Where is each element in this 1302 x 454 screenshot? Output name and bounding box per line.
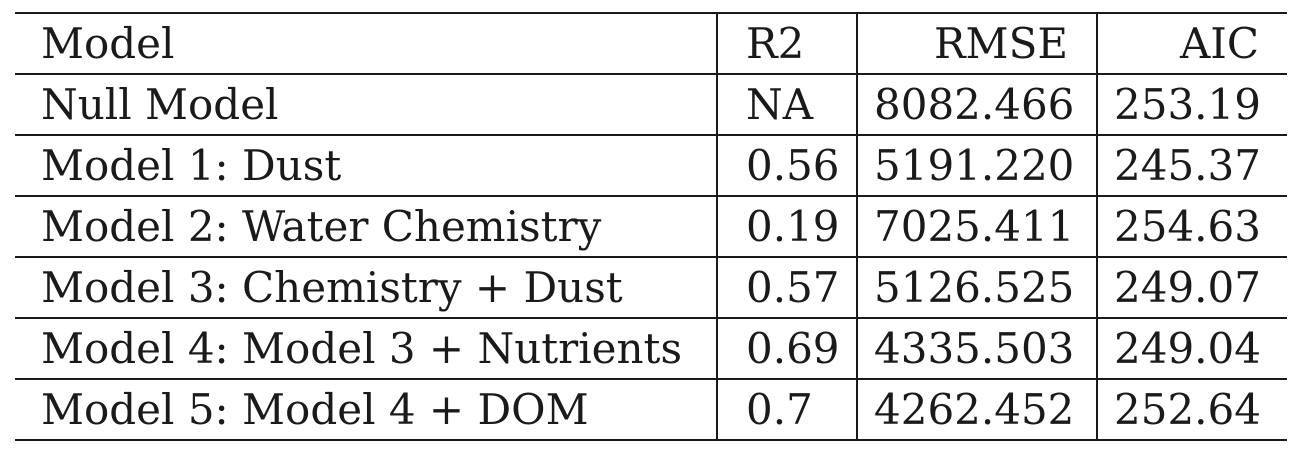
header-model: Model <box>15 12 717 75</box>
cell-aic: 252.64 <box>1096 378 1287 441</box>
table-header-row: Model R2 RMSE AIC <box>15 12 1287 75</box>
cell-aic: 249.04 <box>1096 317 1287 380</box>
cell-aic: 245.37 <box>1096 134 1287 197</box>
cell-model: Model 2: Water Chemistry <box>15 195 717 258</box>
cell-r2: 0.57 <box>716 256 857 319</box>
table-row: Model 5: Model 4 + DOM 0.7 4262.452 252.… <box>15 378 1287 441</box>
cell-model: Model 1: Dust <box>15 134 717 197</box>
table-row: Model 1: Dust 0.56 5191.220 245.37 <box>15 134 1287 197</box>
cell-aic: 253.19 <box>1096 73 1287 136</box>
header-rmse: RMSE <box>856 12 1097 75</box>
cell-rmse: 5191.220 <box>856 134 1097 197</box>
cell-model: Model 5: Model 4 + DOM <box>15 378 717 441</box>
header-aic: AIC <box>1096 12 1287 75</box>
header-r2: R2 <box>716 12 857 75</box>
cell-r2: 0.7 <box>716 378 857 441</box>
table-row: Model 4: Model 3 + Nutrients 0.69 4335.5… <box>15 317 1287 380</box>
cell-aic: 249.07 <box>1096 256 1287 319</box>
cell-rmse: 4335.503 <box>856 317 1097 380</box>
cell-rmse: 8082.466 <box>856 73 1097 136</box>
cell-rmse: 4262.452 <box>856 378 1097 441</box>
cell-rmse: 7025.411 <box>856 195 1097 258</box>
cell-model: Model 4: Model 3 + Nutrients <box>15 317 717 380</box>
table-row: Model 3: Chemistry + Dust 0.57 5126.525 … <box>15 256 1287 319</box>
cell-r2: NA <box>716 73 857 136</box>
cell-model: Model 3: Chemistry + Dust <box>15 256 717 319</box>
cell-model: Null Model <box>15 73 717 136</box>
cell-r2: 0.19 <box>716 195 857 258</box>
cell-aic: 254.63 <box>1096 195 1287 258</box>
table-row: Null Model NA 8082.466 253.19 <box>15 73 1287 136</box>
model-comparison-table: Model R2 RMSE AIC Null Model NA 8082.466… <box>15 12 1287 441</box>
cell-rmse: 5126.525 <box>856 256 1097 319</box>
table-row: Model 2: Water Chemistry 0.19 7025.411 2… <box>15 195 1287 258</box>
cell-r2: 0.56 <box>716 134 857 197</box>
cell-r2: 0.69 <box>716 317 857 380</box>
